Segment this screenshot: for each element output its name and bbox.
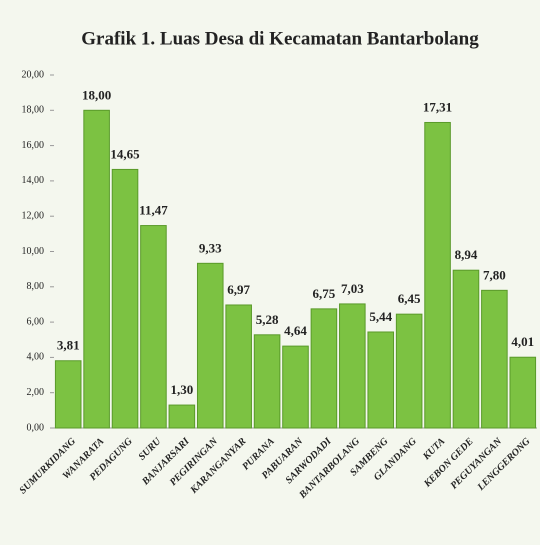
- value-label: 9,33: [199, 240, 222, 255]
- bar: [253, 334, 281, 429]
- value-label: 1,30: [170, 382, 193, 397]
- value-label: 4,64: [284, 323, 307, 338]
- bar: [282, 345, 309, 429]
- value-label: 18,00: [82, 87, 111, 102]
- y-tick-label: 10,00: [22, 246, 45, 257]
- value-label: 5,44: [369, 309, 392, 324]
- bar: [509, 356, 537, 429]
- value-label: 6,45: [398, 291, 421, 306]
- value-label: 6,97: [227, 282, 250, 297]
- y-tick-label: 6,00: [27, 316, 45, 327]
- bar: [111, 168, 139, 429]
- y-tick-label: 16,00: [22, 140, 45, 151]
- y-tick-label: 14,00: [22, 175, 45, 186]
- y-tick-label: 4,00: [27, 352, 45, 363]
- chart-title: Grafik 1. Luas Desa di Kecamatan Bantarb…: [81, 28, 479, 49]
- bar: [395, 313, 423, 429]
- value-label: 8,94: [455, 247, 478, 262]
- bar: [481, 289, 508, 429]
- value-label: 7,03: [341, 281, 364, 296]
- bar: [452, 269, 480, 429]
- bar: [367, 331, 395, 429]
- y-tick-label: 2,00: [27, 387, 45, 398]
- value-label: 17,31: [423, 99, 452, 114]
- y-tick-label: 8,00: [27, 281, 45, 292]
- y-tick-label: 0,00: [27, 422, 45, 433]
- bar: [196, 262, 224, 429]
- bar: [83, 109, 110, 429]
- bar: [424, 121, 451, 429]
- bar: [310, 308, 338, 429]
- bar: [339, 303, 366, 429]
- value-label: 7,80: [483, 267, 506, 282]
- value-label: 4,01: [511, 334, 534, 349]
- value-label: 5,28: [256, 312, 279, 327]
- value-label: 6,75: [313, 286, 336, 301]
- y-tick-label: 20,00: [22, 69, 45, 80]
- y-tick-label: 18,00: [22, 105, 45, 116]
- bar: [225, 304, 252, 429]
- bar: [140, 225, 167, 429]
- value-label: 11,47: [139, 203, 168, 218]
- y-tick-label: 12,00: [22, 210, 45, 221]
- bar: [54, 360, 82, 429]
- bar: [168, 404, 196, 429]
- value-label: 3,81: [57, 338, 80, 353]
- value-label: 14,65: [110, 146, 140, 161]
